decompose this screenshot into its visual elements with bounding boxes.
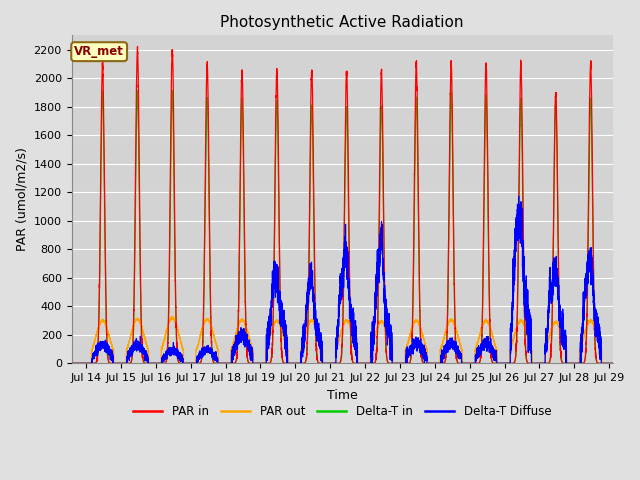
- Text: VR_met: VR_met: [74, 45, 124, 58]
- X-axis label: Time: Time: [326, 389, 357, 402]
- Title: Photosynthetic Active Radiation: Photosynthetic Active Radiation: [220, 15, 464, 30]
- Y-axis label: PAR (umol/m2/s): PAR (umol/m2/s): [15, 147, 28, 252]
- Legend: PAR in, PAR out, Delta-T in, Delta-T Diffuse: PAR in, PAR out, Delta-T in, Delta-T Dif…: [128, 401, 556, 423]
